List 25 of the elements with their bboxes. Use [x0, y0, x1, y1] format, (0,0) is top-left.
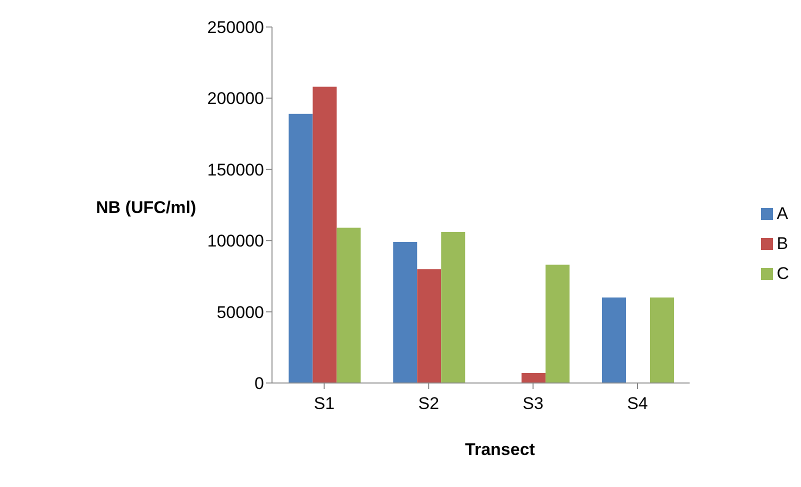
y-tick-label: 100000 — [207, 232, 264, 251]
bar — [312, 86, 337, 383]
y-tick-label: 50000 — [216, 302, 264, 322]
x-tick-label: S1 — [314, 394, 335, 414]
x-tick-label: S4 — [627, 394, 648, 414]
bar — [336, 228, 361, 383]
bar — [441, 232, 466, 383]
x-tick-label: S2 — [418, 394, 440, 414]
bar — [288, 114, 313, 383]
y-tick-label: 250000 — [207, 18, 264, 38]
legend-label: A — [776, 204, 788, 222]
legend-label: B — [776, 234, 788, 252]
x-tick-label: S3 — [522, 394, 544, 414]
bar — [602, 298, 626, 383]
legend-label: C — [776, 264, 789, 282]
y-tick-label: 150000 — [207, 160, 264, 180]
x-axis-title: Transect — [464, 440, 536, 460]
y-tick-label: 0 — [254, 374, 264, 394]
bar — [650, 298, 674, 383]
bar — [546, 264, 570, 383]
bar — [393, 242, 418, 383]
y-tick-label: 200000 — [207, 89, 264, 108]
bar — [417, 269, 442, 383]
bar — [522, 373, 546, 383]
y-axis-title: NB (UFC/ml) — [96, 198, 196, 218]
